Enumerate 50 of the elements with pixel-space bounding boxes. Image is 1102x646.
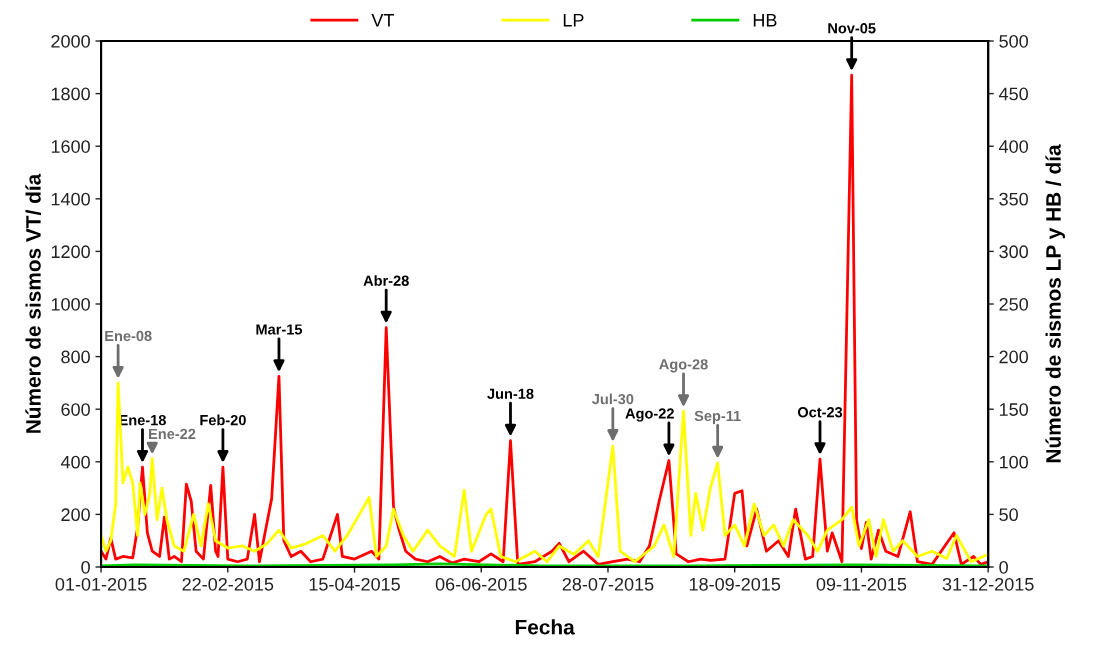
x-tick-label: 18-09-2015 [689,577,781,591]
y2-tick-label: 350 [999,192,1028,206]
annotation: Nov-05 [828,23,876,34]
annotation: Abr-28 [363,275,409,286]
y2-tick-label: 250 [999,297,1028,311]
x-tick-label: 09-11-2015 [816,577,907,591]
x-tick-label: 15-04-2015 [309,577,400,591]
x-tick-label: 01-01-2015 [55,577,147,591]
annotation: Oct-23 [797,407,843,418]
x-tick-label: 28-07-2015 [562,577,654,591]
x-axis-title: Fecha [515,619,575,635]
annotation: Ago-22 [625,408,674,422]
y2-tick-label: 500 [999,34,1028,48]
y-tick-label: 0 [81,560,90,574]
annotation: Sep-11 [694,410,741,424]
y2-tick-label: 50 [999,508,1018,522]
y-tick-label: 2000 [51,34,90,48]
annotation: Jun-18 [487,388,534,399]
annotation: Mar-15 [256,324,303,335]
y2-tick-label: 100 [999,455,1028,469]
legend-label: VT [371,14,395,27]
y2-tick-label: 450 [998,87,1028,101]
y2-axis-title: Número de sismos LP y HB / día [1045,144,1065,463]
annotation: Ago-28 [659,359,708,373]
annotation: Ene-18 [119,414,166,426]
y-tick-label: 1400 [51,192,90,206]
annotation: Feb-20 [200,414,246,426]
annotation: Jul-30 [592,393,634,405]
x-tick-label: 31-12-2015 [942,577,1034,591]
y2-tick-label: 300 [999,245,1028,259]
y-tick-label: 1200 [51,245,90,259]
y-tick-label: 200 [61,508,90,522]
y-tick-label: 1800 [51,87,90,101]
y-axis-title: Número de sismos VT/ día [25,173,42,433]
y-tick-label: 400 [60,455,90,469]
y-tick-label: 1600 [51,140,90,153]
y2-tick-label: 200 [999,350,1028,364]
y-tick-label: 600 [61,403,90,416]
legend-label: HB [753,14,777,27]
y-tick-label: 800 [61,350,90,364]
y2-tick-label: 400 [998,140,1028,153]
legend-label: LP [563,14,584,27]
y2-tick-label: 150 [999,403,1028,416]
annotation: Ene-22 [149,428,196,440]
y-tick-label: 1000 [51,297,90,311]
x-tick-label: 22-02-2015 [182,577,274,591]
x-tick-label: 06-06-2015 [435,577,527,591]
y2-tick-label: 0 [999,560,1008,574]
annotation: Ene-08 [105,330,152,342]
line-series [101,381,989,564]
